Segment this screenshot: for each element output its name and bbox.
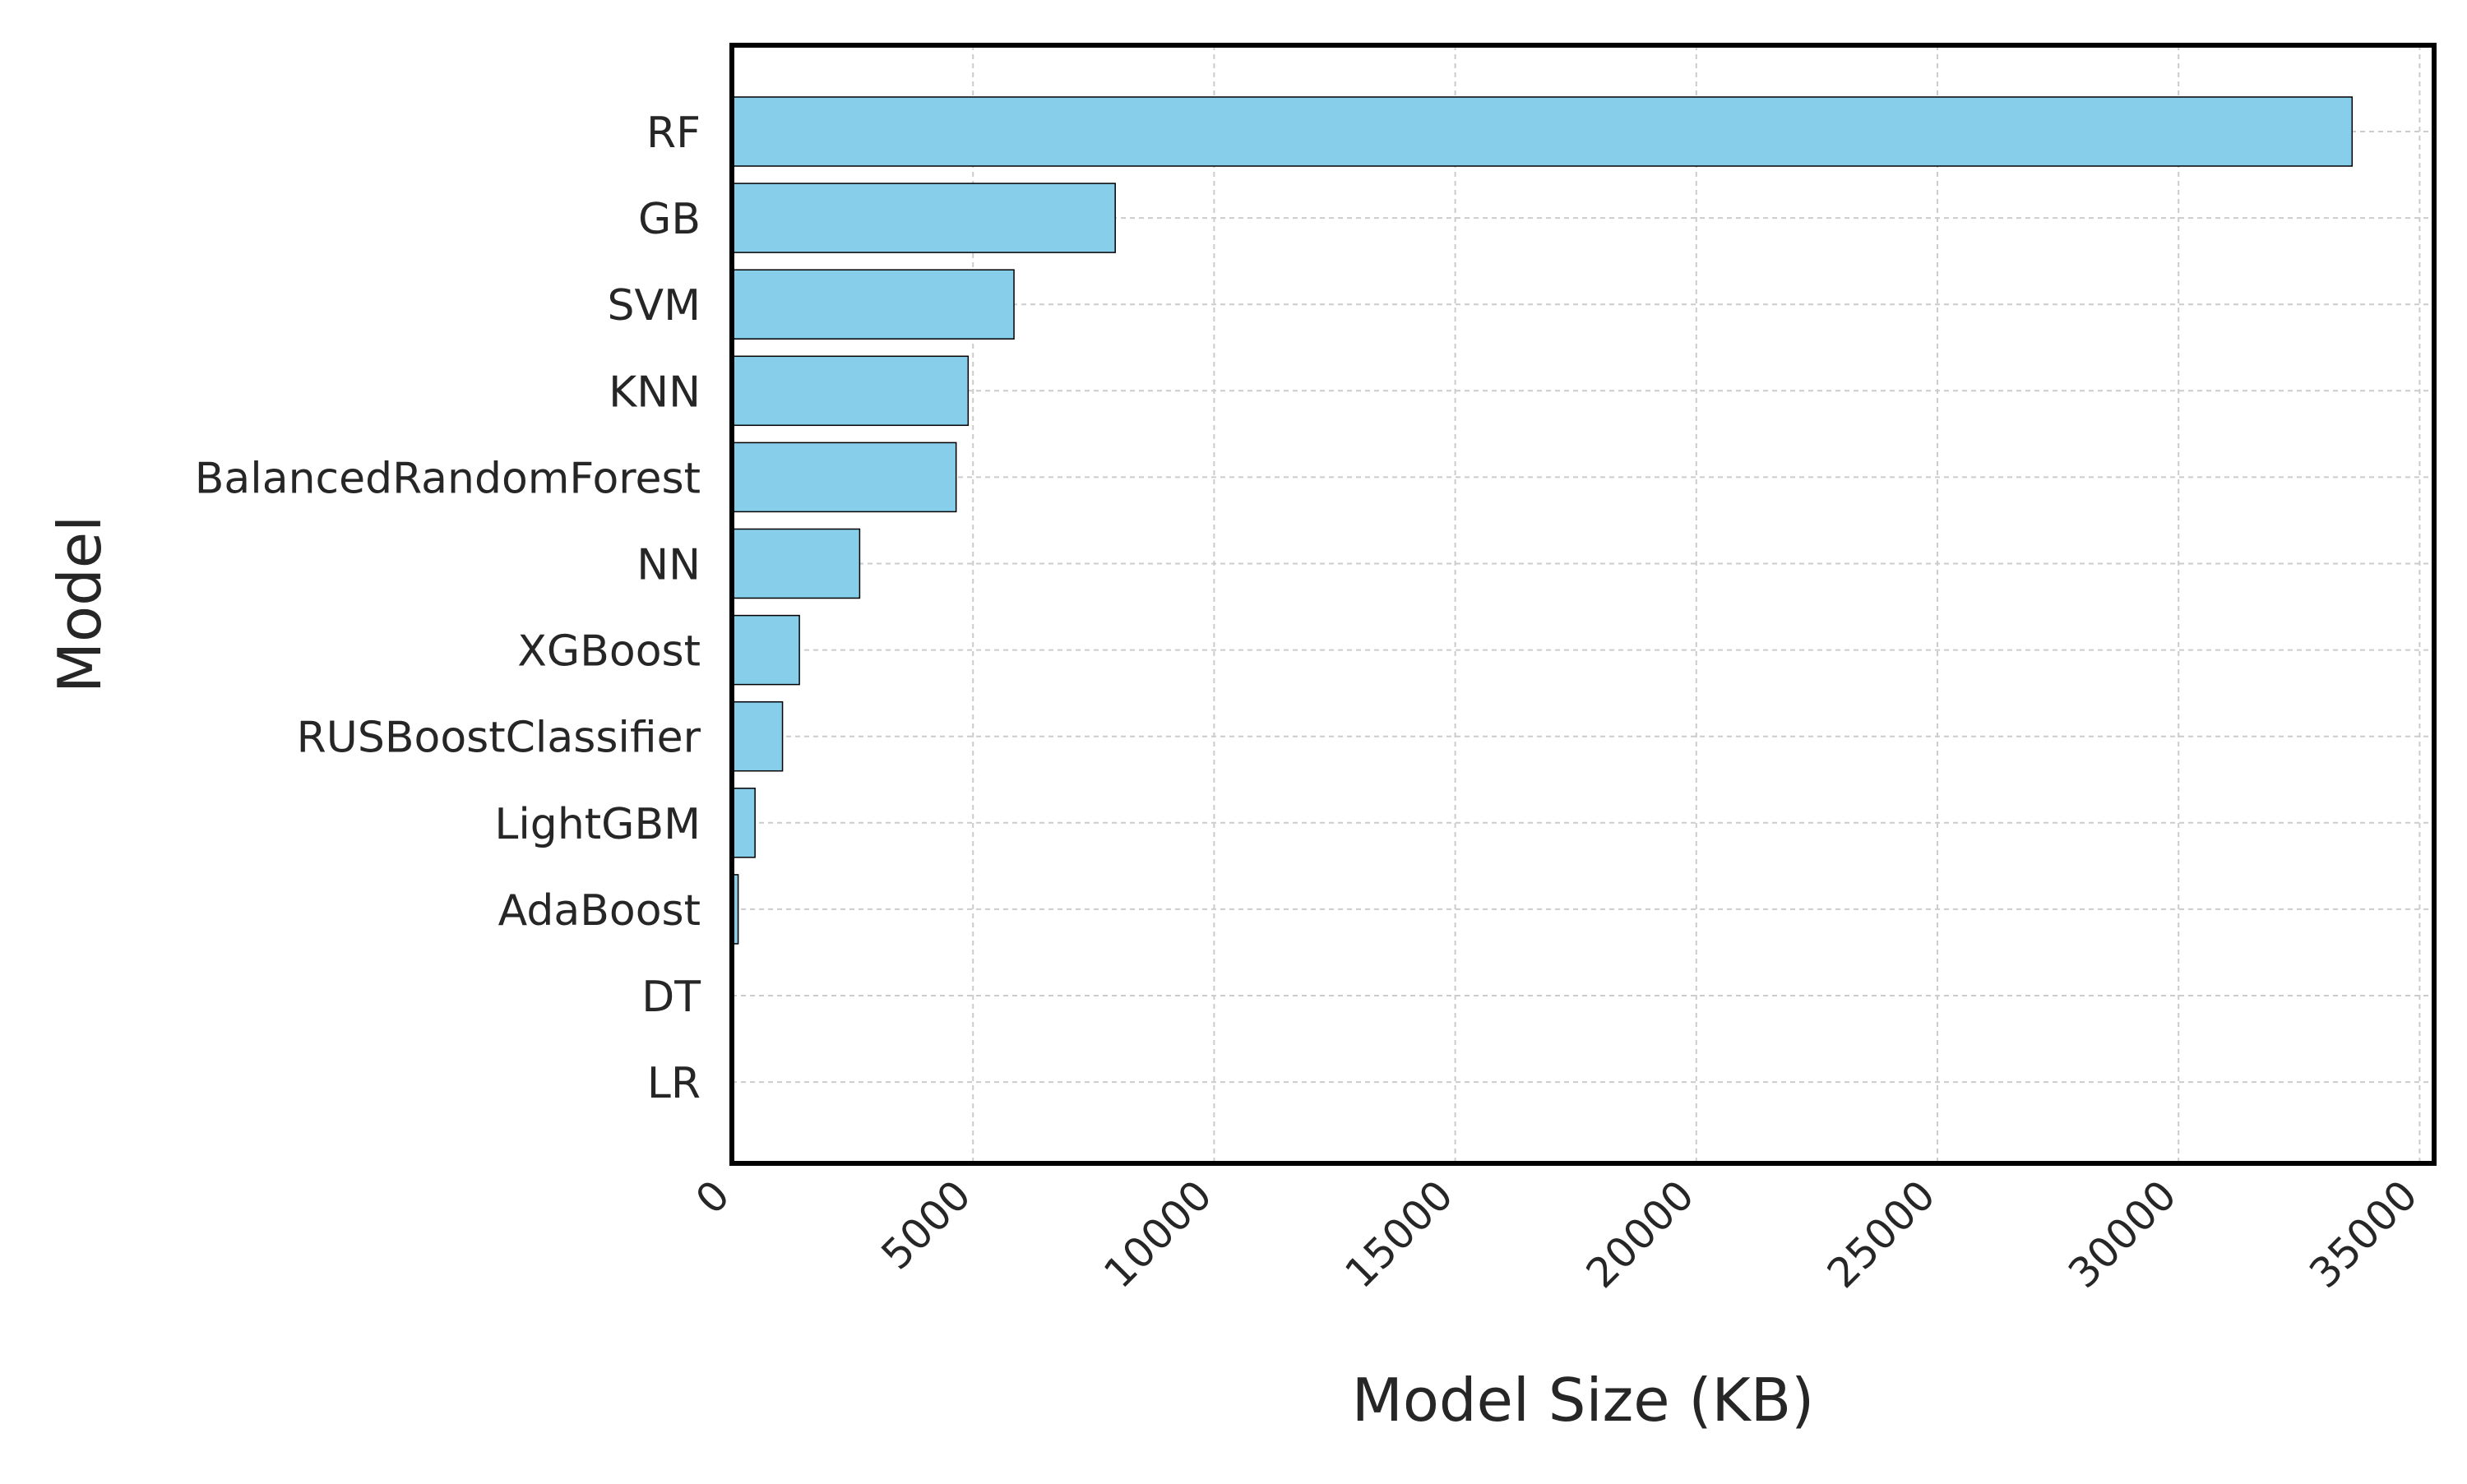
y-tick-label: BalancedRandomForest [195,454,701,503]
bar-balancedrandomforest [731,442,957,513]
y-tick-label: DT [641,973,701,1022]
x-tick-label: 20000 [1577,1171,1703,1297]
y-tick-label: LR [647,1059,701,1108]
bar-gb [731,183,1116,253]
plot-frame [729,43,2437,1166]
bar-lightgbm [731,788,756,858]
bar-rf [731,96,2354,167]
y-tick-label: RF [646,109,701,158]
x-tick-label: 35000 [2300,1171,2426,1297]
x-tick-label: 25000 [1818,1171,1944,1297]
x-axis-title: Model Size (KB) [1352,1366,1815,1435]
y-tick-label: GB [638,195,701,244]
bars-layer [731,96,2354,945]
y-axis-title: Model [45,515,114,693]
x-tick-label: 5000 [872,1171,980,1278]
y-tick-label: KNN [609,368,701,417]
bar-svm [731,269,1015,340]
grid-layer [731,45,2434,1163]
bar-nn [731,528,861,599]
x-tick-label: 10000 [1095,1171,1220,1297]
y-tick-labels: RF GB SVM KNN BalancedRandomForest NN XGBoost R… [195,109,701,1108]
y-tick-label: LightGBM [494,800,701,849]
x-tick-label: 15000 [1336,1171,1462,1297]
y-tick-label: RUSBoostClassifier [297,714,701,763]
y-tick-label: XGBoost [517,627,701,677]
x-tick-label: 30000 [2059,1171,2185,1297]
bar-rusboostclassifier [731,700,784,772]
y-tick-label: SVM [608,281,701,331]
bar-knn [731,355,970,427]
y-tick-label: AdaBoost [498,886,701,936]
x-tick-label: 0 [687,1171,739,1223]
x-tick-labels: 0 5000 10000 15000 20000 25000 30000 35000 [687,1171,2427,1297]
bar-xgboost [731,614,800,686]
y-tick-label: NN [636,541,701,590]
